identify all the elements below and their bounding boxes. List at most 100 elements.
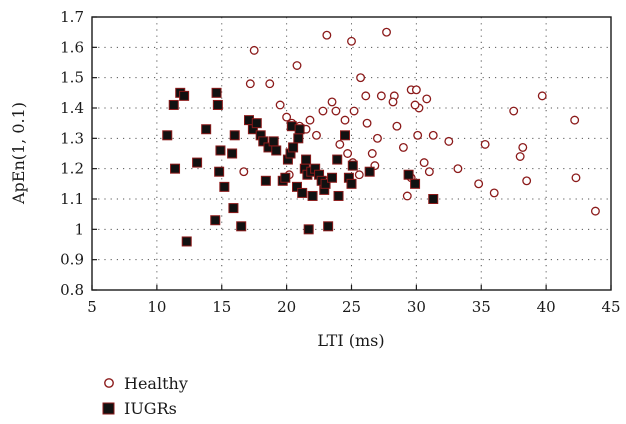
iugr-point — [364, 166, 375, 177]
healthy-point — [265, 79, 275, 89]
x-tick-label: 10 — [147, 298, 166, 316]
healthy-point — [515, 152, 525, 161]
iugr-point — [303, 224, 314, 235]
healthy-point — [249, 45, 259, 55]
iugr-point — [292, 181, 303, 192]
healthy-point — [322, 30, 332, 40]
y-tick-label: 0.8 — [60, 281, 84, 299]
y-axis-title: ApEn(1, 0.1) — [9, 102, 28, 205]
x-tick-label: 20 — [277, 298, 296, 316]
iugr-point — [229, 130, 240, 141]
iugr-point — [228, 203, 239, 214]
healthy-point — [570, 115, 580, 125]
y-tick-label: 1.5 — [60, 69, 84, 87]
x-tick-label: 45 — [601, 298, 620, 316]
legend-label-iugrs: IUGRs — [124, 399, 177, 418]
healthy-point — [292, 61, 302, 70]
iugr-point — [251, 118, 262, 129]
x-tick-label: 15 — [212, 298, 231, 316]
x-tick-label: 35 — [472, 298, 491, 316]
iugr-point — [210, 215, 221, 226]
healthy-point — [480, 139, 490, 149]
healthy-point — [356, 73, 366, 83]
iugr-point — [403, 169, 414, 180]
iugr-point — [215, 145, 226, 156]
iugr-point — [323, 221, 334, 232]
y-axis-ticks: 0.8 0.9 1 1.1 1.2 1.3 1.4 1.5 1.6 1.7 — [60, 8, 97, 299]
iugr-point — [179, 90, 190, 101]
healthy-point — [537, 91, 547, 101]
legend: Healthy IUGRs — [102, 374, 188, 418]
iugr-point — [201, 124, 212, 135]
healthy-point — [305, 115, 315, 125]
iugr-point — [192, 157, 203, 168]
healthy-point — [361, 91, 371, 101]
y-tick-label: 0.9 — [60, 251, 84, 269]
legend-marker-iugrs — [102, 402, 115, 415]
x-tick-label: 5 — [87, 298, 97, 316]
iugr-point — [227, 148, 238, 159]
healthy-point — [382, 27, 391, 37]
y-tick-label: 1 — [74, 220, 84, 238]
plot-area — [162, 27, 600, 247]
iugr-point — [260, 175, 271, 186]
healthy-point — [367, 149, 377, 158]
healthy-point — [413, 130, 423, 140]
x-tick-label: 30 — [407, 298, 426, 316]
y-tick-label: 1.2 — [60, 160, 84, 178]
x-tick-label: 25 — [342, 298, 361, 316]
iugr-point — [340, 130, 351, 141]
iugr-point — [293, 133, 304, 144]
healthy-point — [239, 167, 249, 177]
healthy-point — [376, 91, 386, 101]
healthy-point — [245, 79, 255, 89]
healthy-point — [444, 136, 454, 146]
healthy-point — [362, 118, 372, 128]
healthy-point — [402, 191, 412, 201]
iugr-point — [428, 194, 439, 204]
healthy-point — [410, 100, 420, 110]
healthy-point — [282, 112, 292, 122]
healthy-point — [419, 158, 429, 168]
iugr-point — [288, 142, 299, 153]
iugr-point — [271, 145, 282, 156]
iugr-point — [258, 136, 269, 147]
healthy-point — [474, 179, 484, 189]
iugr-point — [162, 130, 173, 141]
iugr-point — [347, 160, 358, 171]
healthy-point — [571, 173, 581, 183]
iugr-point — [320, 178, 331, 189]
y-tick-label: 1.3 — [60, 129, 84, 147]
x-tick-label: 40 — [537, 298, 556, 316]
iugr-point — [346, 178, 357, 189]
healthy-point — [349, 106, 359, 116]
iugr-point — [181, 236, 192, 247]
iugr-point — [214, 166, 225, 177]
healthy-point — [331, 106, 341, 116]
y-tick-label: 1.1 — [60, 190, 84, 208]
healthy-point — [518, 142, 528, 152]
healthy-point — [343, 149, 353, 158]
healthy-point — [354, 170, 364, 180]
iugr-point — [236, 221, 247, 232]
iugr-point — [219, 181, 230, 192]
iugr-point — [294, 124, 305, 135]
legend-marker-healthy — [104, 378, 114, 388]
y-tick-label: 1.4 — [60, 99, 84, 117]
legend-label-healthy: Healthy — [124, 374, 188, 393]
iugr-point — [170, 163, 181, 174]
healthy-point — [275, 100, 285, 110]
healthy-point — [327, 97, 337, 107]
x-axis-ticks: 5 10 15 20 25 30 35 40 45 — [87, 285, 621, 316]
healthy-point — [590, 206, 600, 216]
iugr-point — [297, 187, 308, 198]
healthy-point — [509, 106, 519, 116]
healthy-point — [388, 97, 398, 107]
iugr-point — [333, 190, 344, 201]
healthy-point — [392, 121, 402, 131]
healthy-point — [422, 94, 432, 104]
iugr-point — [168, 99, 179, 110]
healthy-point — [312, 130, 321, 140]
healthy-point — [335, 139, 345, 149]
